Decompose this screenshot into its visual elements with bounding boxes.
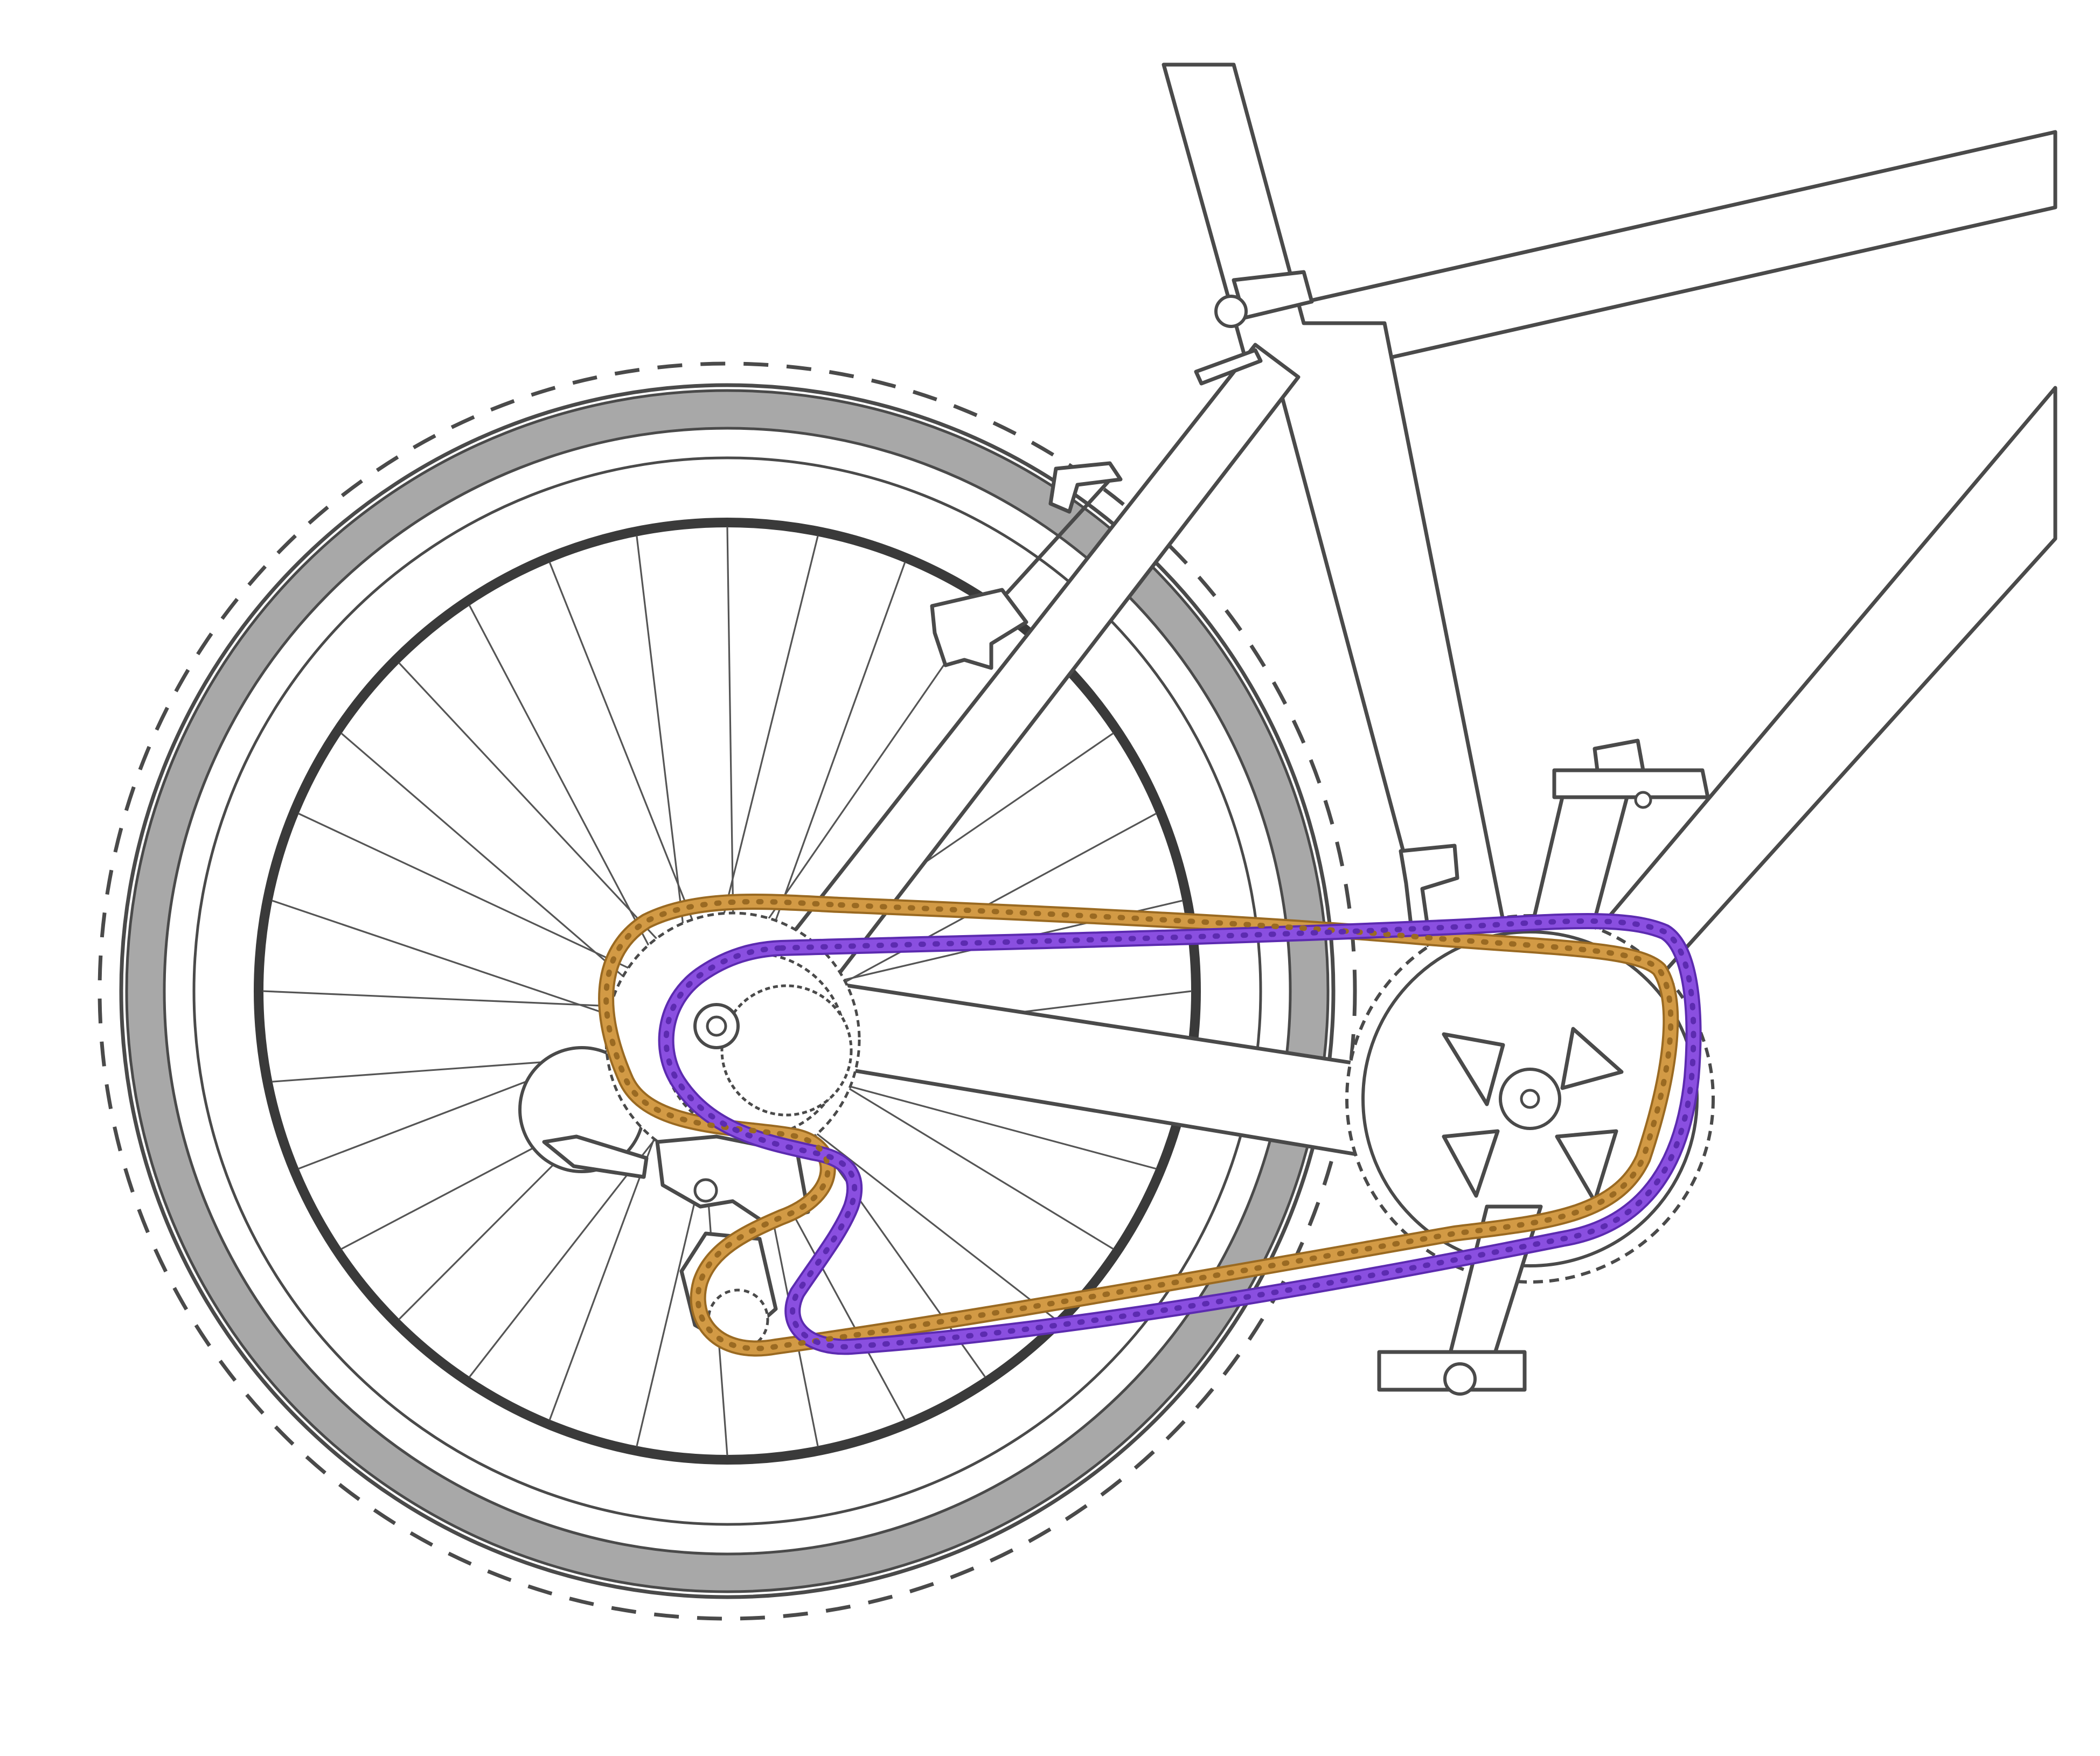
upper-pedal-bolt [1634, 791, 1652, 809]
crankset [1345, 738, 1715, 1396]
spider-cutout-1 [1442, 1032, 1505, 1106]
cable-guide [1194, 348, 1263, 386]
spoke [728, 604, 986, 977]
spider-cutout-3 [1442, 1129, 1500, 1198]
brake-arm [1048, 461, 1123, 514]
crank-bolt [1520, 1089, 1540, 1109]
down-tube [1544, 386, 2057, 1009]
rear-cassette [604, 911, 861, 1168]
cassette-small-cog [720, 984, 853, 1117]
upper-pedal [1552, 768, 1710, 799]
derailleur-bolt [693, 1178, 718, 1203]
spider-cutout-4 [1555, 1129, 1618, 1203]
seat-clamp-bolt [1214, 295, 1248, 328]
tire-band-outline-inner [163, 427, 1292, 1556]
spoke [750, 562, 906, 989]
derailleur-cable [542, 1134, 649, 1179]
brake-cable [1005, 472, 1117, 595]
top-tube [1280, 130, 2057, 379]
gold-chain-path-pins [603, 899, 1674, 1351]
bike-frame [720, 62, 2057, 1160]
rear-axle-nut [706, 1015, 727, 1037]
tire-band-outline-outer [125, 389, 1330, 1593]
rim [254, 518, 1201, 1465]
lower-pedal-bolt [1443, 1362, 1477, 1396]
rim-wall [192, 456, 1262, 1526]
rear-brake-caliper [930, 588, 1028, 670]
upper-pedal-top [1593, 738, 1645, 772]
chains [598, 894, 1702, 1357]
front-derailleur [1399, 844, 1459, 931]
tire-band [127, 391, 1328, 1592]
spider-cutout-2 [1560, 1027, 1624, 1090]
purple-chain-path-pins [663, 918, 1696, 1350]
